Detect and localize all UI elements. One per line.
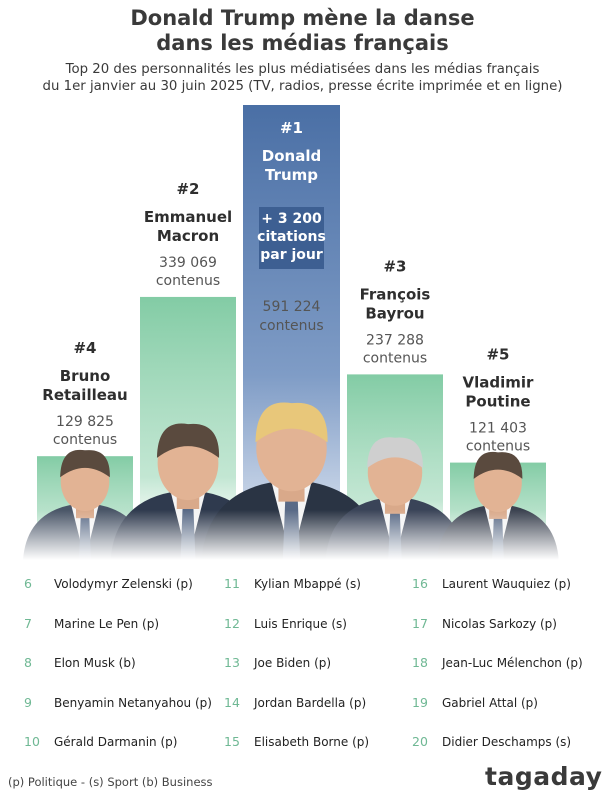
ranking-number: 14 <box>224 695 254 710</box>
ranking-name: Gérald Darmanin (p) <box>54 735 177 749</box>
ranking-item: 10 Gérald Darmanin (p) <box>24 734 177 750</box>
ranking-name: Nicolas Sarkozy (p) <box>442 617 557 631</box>
name-label-1-2: Retailleau <box>42 386 127 404</box>
rank-label-1: #4 <box>73 339 96 357</box>
count-label-1-1: 129 825 <box>56 414 114 430</box>
name-label-5-2: Poutine <box>465 393 530 411</box>
ranking-number: 20 <box>412 734 442 749</box>
ranking-number: 7 <box>24 616 54 631</box>
ranking-name: Didier Deschamps (s) <box>442 735 571 749</box>
ranking-number: 18 <box>412 655 442 670</box>
name-label-5-1: Vladimir <box>463 374 535 392</box>
ranking-number: 12 <box>224 616 254 631</box>
ranking-number: 11 <box>224 576 254 591</box>
count-label-4-2: contenus <box>363 350 427 366</box>
ranking-item: 7 Marine Le Pen (p) <box>24 616 159 632</box>
count-label-4-1: 237 288 <box>366 332 424 348</box>
ranking-number: 8 <box>24 655 54 670</box>
ranking-name: Volodymyr Zelenski (p) <box>54 577 193 591</box>
ranking-name: Luis Enrique (s) <box>254 617 347 631</box>
highlight-line-3: par jour <box>260 247 323 263</box>
ranking-number: 16 <box>412 576 442 591</box>
name-label-2-1: Emmanuel <box>144 208 232 226</box>
ranking-number: 15 <box>224 734 254 749</box>
ranking-name: Elon Musk (b) <box>54 656 136 670</box>
highlight-line-1: + 3 200 <box>261 211 322 227</box>
ranking-number: 17 <box>412 616 442 631</box>
count-label-2-1: 339 069 <box>159 255 217 271</box>
ranking-item: 13 Joe Biden (p) <box>224 655 331 671</box>
count-label-2-2: contenus <box>156 273 220 289</box>
ranking-number: 13 <box>224 655 254 670</box>
ranking-item: 17 Nicolas Sarkozy (p) <box>412 616 557 632</box>
name-label-1-1: Bruno <box>60 367 111 385</box>
count-label-5-2: contenus <box>466 439 530 455</box>
ranking-name: Elisabeth Borne (p) <box>254 735 369 749</box>
ranking-name: Jean-Luc Mélenchon (p) <box>442 656 583 670</box>
ranking-number: 9 <box>24 695 54 710</box>
ranking-name: Benyamin Netanyahou (p) <box>54 696 212 710</box>
ranking-name: Kylian Mbappé (s) <box>254 577 361 591</box>
ranking-name: Jordan Bardella (p) <box>254 696 366 710</box>
count-label-3-2: contenus <box>259 318 323 334</box>
ranking-number: 6 <box>24 576 54 591</box>
ranking-name: Marine Le Pen (p) <box>54 617 159 631</box>
name-label-3-2: Trump <box>265 166 318 184</box>
ranking-item: 16 Laurent Wauquiez (p) <box>412 576 571 592</box>
name-label-4-1: François <box>360 285 431 303</box>
rank-label-4: #3 <box>383 257 406 275</box>
rank-label-3: #1 <box>280 119 303 137</box>
rank-label-5: #5 <box>486 346 509 364</box>
name-label-4-2: Bayrou <box>365 304 424 322</box>
category-legend: (p) Politique - (s) Sport (b) Business <box>8 775 213 789</box>
ranking-item: 9 Benyamin Netanyahou (p) <box>24 695 212 711</box>
ranking-item: 6 Volodymyr Zelenski (p) <box>24 576 193 592</box>
ranking-item: 18 Jean-Luc Mélenchon (p) <box>412 655 583 671</box>
bottom-fade <box>0 510 605 560</box>
count-label-5-1: 121 403 <box>469 421 527 437</box>
ranking-item: 19 Gabriel Attal (p) <box>412 695 538 711</box>
count-label-3-1: 591 224 <box>263 299 321 315</box>
ranking-item: 15 Elisabeth Borne (p) <box>224 734 369 750</box>
rank-label-2: #2 <box>176 180 199 198</box>
ranking-name: Gabriel Attal (p) <box>442 696 538 710</box>
name-label-2-2: Macron <box>157 227 219 245</box>
tagaday-logo: tagaday <box>485 762 602 791</box>
ranking-number: 19 <box>412 695 442 710</box>
highlight-line-2: citations <box>257 229 326 245</box>
ranking-item: 20 Didier Deschamps (s) <box>412 734 571 750</box>
ranking-item: 11 Kylian Mbappé (s) <box>224 576 361 592</box>
count-label-1-2: contenus <box>53 432 117 448</box>
ranking-item: 12 Luis Enrique (s) <box>224 616 347 632</box>
ranking-name: Laurent Wauquiez (p) <box>442 577 571 591</box>
name-label-3-1: Donald <box>262 147 321 165</box>
ranking-item: 8 Elon Musk (b) <box>24 655 136 671</box>
ranking-item: 14 Jordan Bardella (p) <box>224 695 366 711</box>
ranking-name: Joe Biden (p) <box>254 656 331 670</box>
ranking-number: 10 <box>24 734 54 749</box>
